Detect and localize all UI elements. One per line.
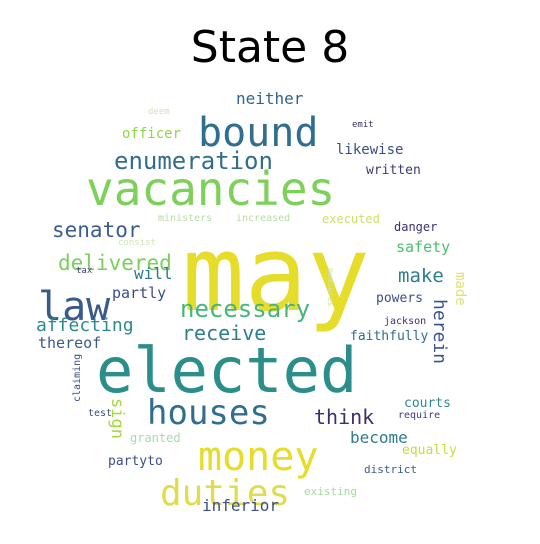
word-affecting: affecting xyxy=(36,315,134,336)
word-consist: consist xyxy=(118,238,156,248)
word-likewise: likewise xyxy=(336,142,403,158)
word-require: require xyxy=(398,410,440,421)
word-elected: elected xyxy=(96,334,357,407)
word-enumeration: enumeration xyxy=(114,147,273,175)
word-district: district xyxy=(364,463,417,476)
word-become: become xyxy=(350,428,408,447)
word-herein: herein xyxy=(429,299,450,364)
word-danger: danger xyxy=(394,220,437,234)
word-test: test xyxy=(88,408,112,419)
word-safety: safety xyxy=(396,238,450,256)
word-officer: officer xyxy=(122,126,181,142)
word-existing: existing xyxy=(304,485,357,498)
word-faithfully: faithfully xyxy=(350,329,428,344)
word-deem: deem xyxy=(148,107,170,117)
word-inferior: inferior xyxy=(202,496,279,515)
word-sign: sign xyxy=(107,398,127,439)
word-courts: courts xyxy=(404,396,451,411)
word-measures: measures xyxy=(326,268,335,307)
word-partly: partly xyxy=(112,284,166,302)
word-houses: houses xyxy=(147,393,270,433)
word-make: make xyxy=(398,265,444,287)
word-senator: senator xyxy=(52,218,141,242)
word-executed: executed xyxy=(322,212,380,226)
word-bound: bound xyxy=(198,110,318,156)
chart-title: State 8 xyxy=(190,22,350,73)
word-think: think xyxy=(314,405,374,429)
word-receive: receive xyxy=(182,321,266,345)
word-partyto: partyto xyxy=(108,454,163,469)
word-ministers: ministers xyxy=(158,213,212,224)
word-powers: powers xyxy=(376,291,423,306)
word-will: will xyxy=(134,264,173,283)
word-may: may xyxy=(182,213,370,335)
word-emit: emit xyxy=(352,120,374,130)
word-made: made xyxy=(452,272,468,306)
word-jackson: jackson xyxy=(384,316,426,327)
word-duties: duties xyxy=(160,473,290,514)
word-written: written xyxy=(366,163,421,178)
word-neither: neither xyxy=(236,89,304,108)
word-delivered: delivered xyxy=(58,251,172,275)
word-money: money xyxy=(198,434,318,480)
word-equally: equally xyxy=(402,443,457,458)
word-tax: tax xyxy=(76,266,93,276)
word-increased: increased xyxy=(236,213,290,224)
word-thereof: thereof xyxy=(38,334,101,352)
word-claiming: claiming xyxy=(72,354,83,402)
word-necessary: necessary xyxy=(180,295,310,323)
word-law: law xyxy=(38,284,111,330)
word-granted: granted xyxy=(130,431,181,445)
word-vacancies: vacancies xyxy=(86,162,335,216)
